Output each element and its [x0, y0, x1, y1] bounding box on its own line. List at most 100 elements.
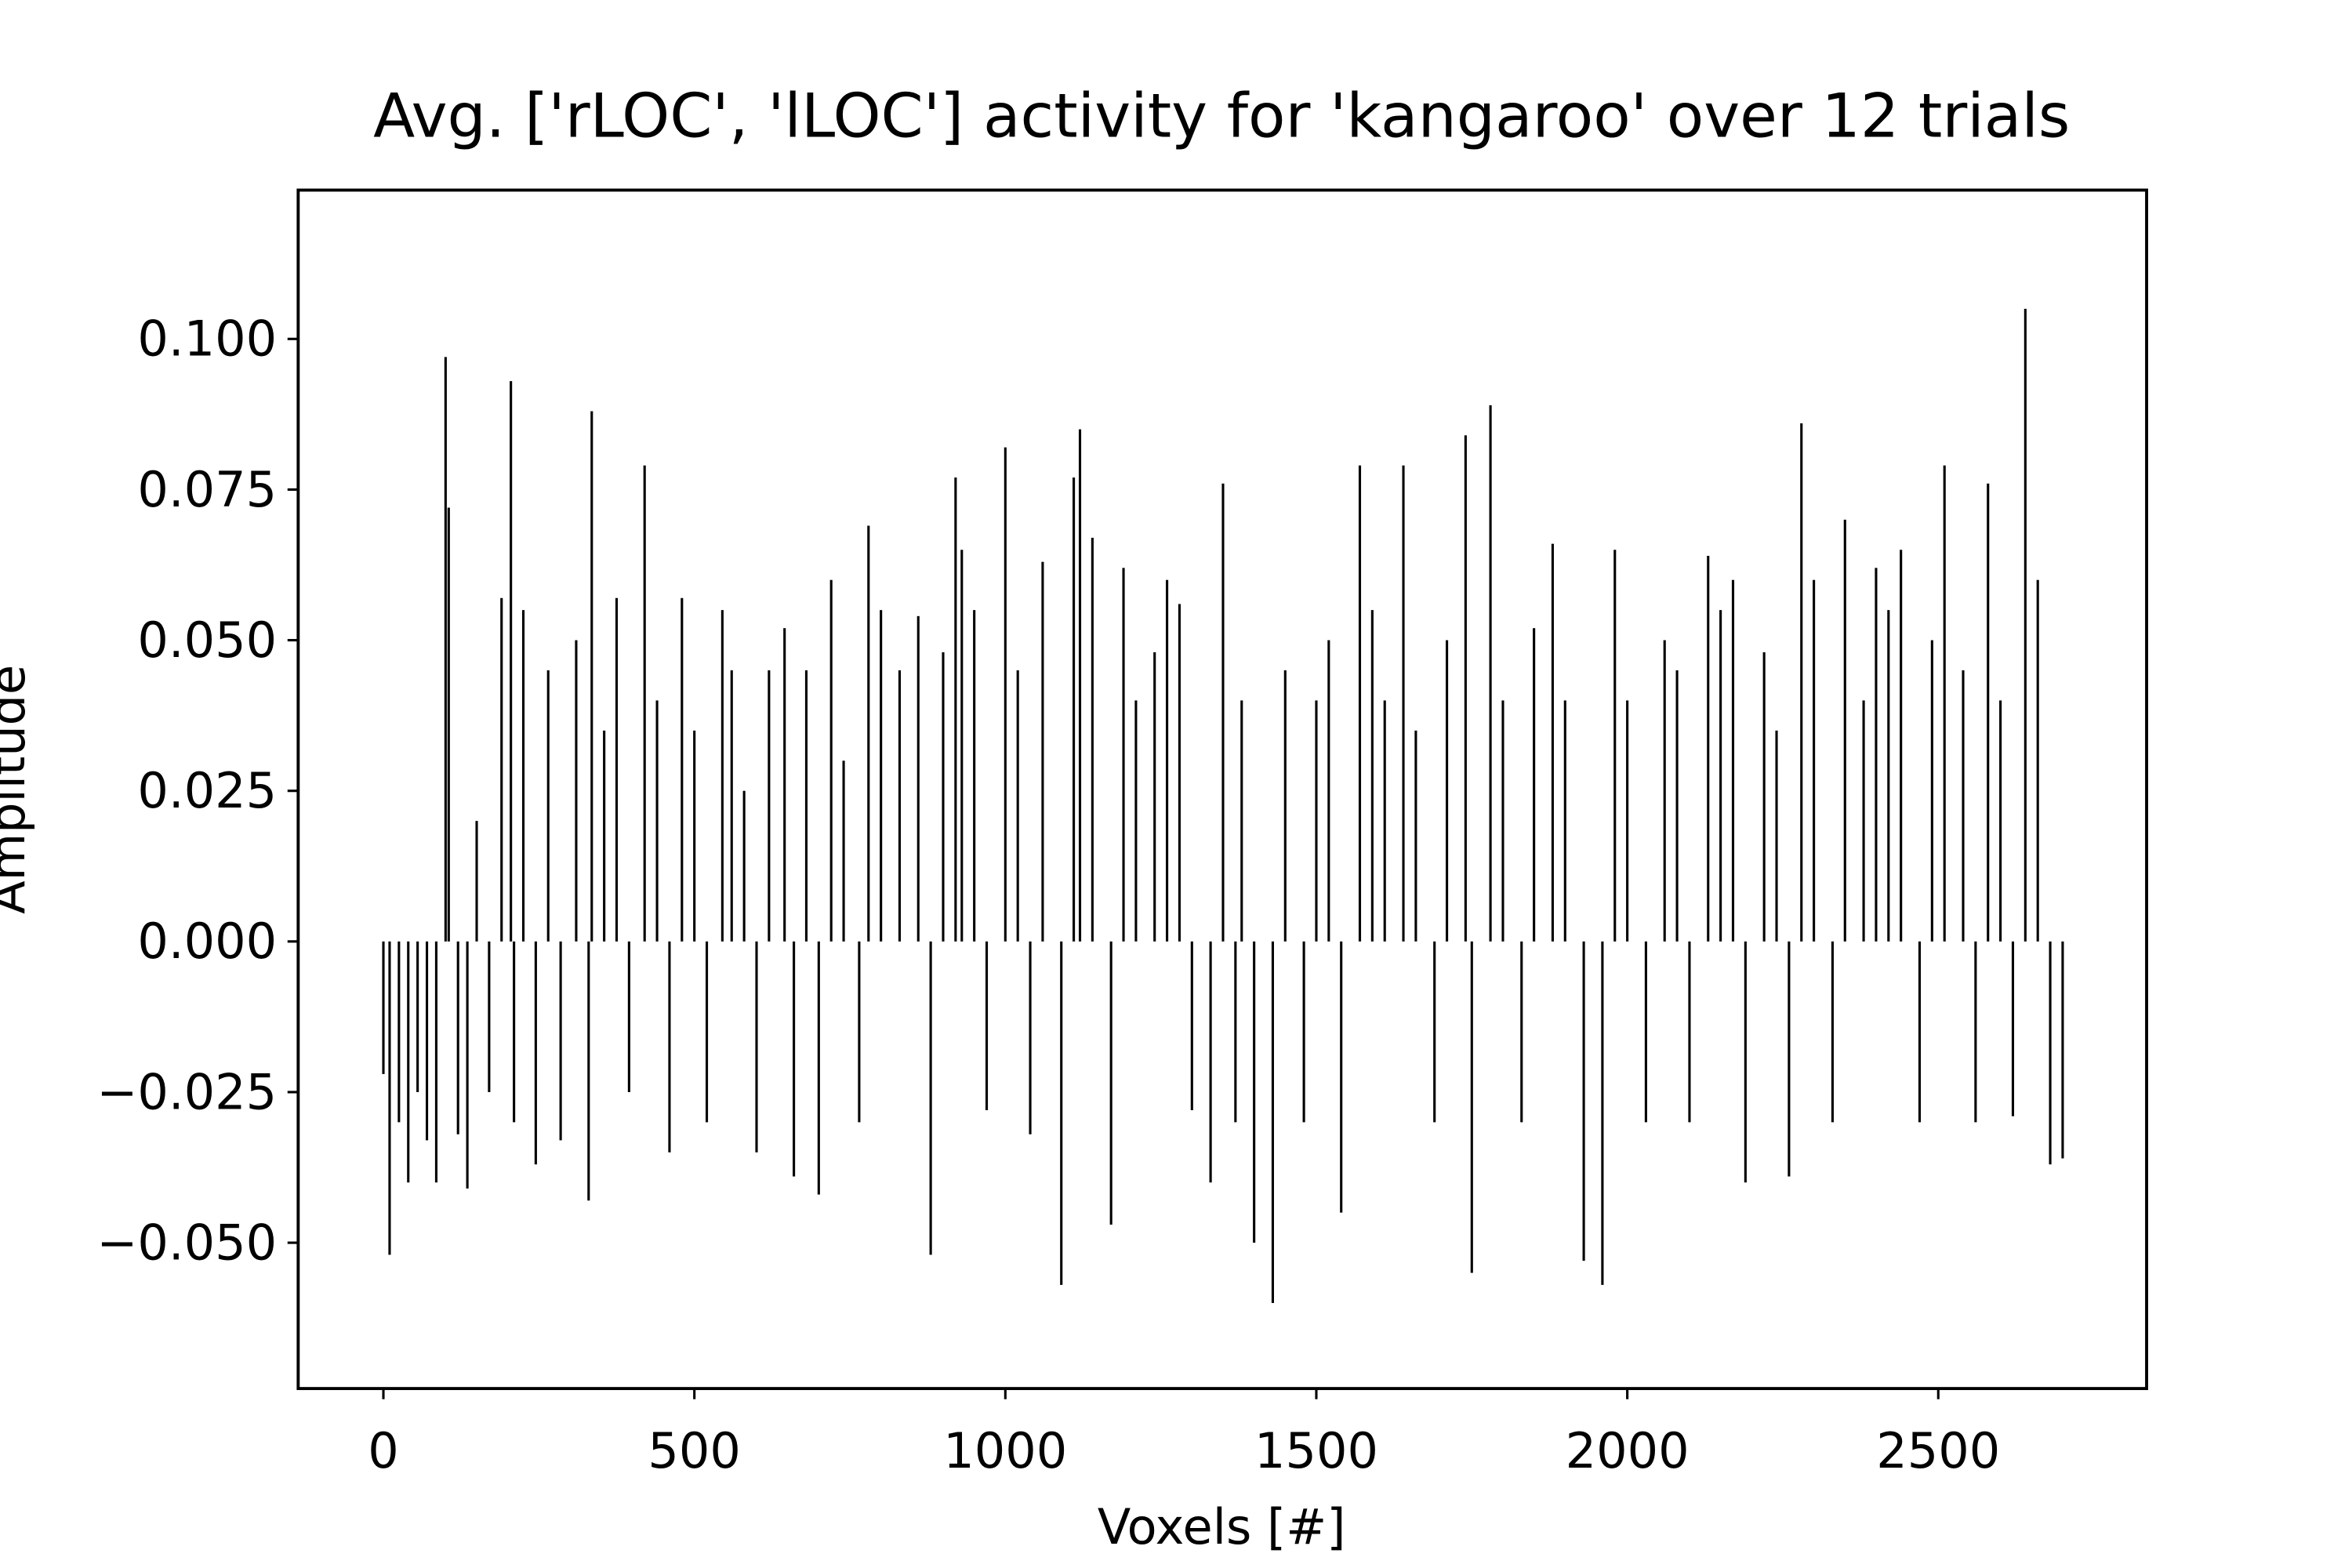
- bar: [1134, 700, 1138, 942]
- bar: [1974, 941, 1977, 1123]
- bar: [1470, 941, 1473, 1273]
- bar: [1775, 730, 1778, 942]
- bar: [1109, 941, 1112, 1225]
- bar: [407, 941, 410, 1183]
- bar: [742, 790, 746, 942]
- bar: [1744, 941, 1747, 1183]
- bar: [954, 477, 957, 942]
- bar: [1987, 483, 1990, 942]
- bar: [1800, 423, 1803, 942]
- bar: [546, 670, 550, 942]
- bar: [1383, 700, 1386, 942]
- bar: [916, 615, 920, 942]
- bar: [1370, 610, 1374, 942]
- bar: [1489, 405, 1492, 942]
- bar: [456, 941, 459, 1134]
- bar: [2049, 941, 2052, 1165]
- bar: [1190, 941, 1193, 1111]
- y-tick-label: −0.025: [96, 1063, 277, 1120]
- bar: [1582, 941, 1585, 1261]
- bar: [1707, 555, 1710, 942]
- bar: [1016, 670, 1019, 942]
- bar: [1041, 561, 1044, 942]
- bar: [513, 941, 516, 1123]
- bar: [434, 941, 438, 1183]
- bar: [2061, 941, 2064, 1159]
- bar: [1234, 941, 1237, 1123]
- bar: [1688, 941, 1691, 1123]
- bar: [1315, 700, 1318, 942]
- y-tick-label: 0.000: [137, 913, 277, 970]
- bar: [590, 411, 593, 942]
- bar: [681, 597, 684, 942]
- bar: [768, 670, 771, 942]
- y-tick-label: 0.075: [137, 461, 277, 518]
- bar: [1091, 537, 1094, 942]
- bar: [1253, 941, 1256, 1243]
- bar: [2036, 579, 2039, 942]
- bar: [575, 640, 578, 942]
- bar: [500, 597, 503, 942]
- bar: [1613, 550, 1617, 942]
- bar: [730, 670, 733, 942]
- bar: [1601, 941, 1604, 1285]
- chart-title: Avg. ['rLOC', 'lLOC'] activity for 'kang…: [373, 82, 2070, 152]
- bar: [388, 941, 391, 1255]
- bar: [1501, 700, 1504, 942]
- bar: [1122, 568, 1125, 942]
- x-tick-label: 1500: [1254, 1422, 1378, 1479]
- bar: [1283, 670, 1287, 942]
- bar: [1533, 628, 1536, 942]
- bar: [985, 941, 989, 1111]
- bar: [444, 357, 447, 942]
- bar: [793, 941, 796, 1177]
- bar: [1029, 941, 1032, 1134]
- y-tick-label: −0.050: [96, 1214, 277, 1271]
- bar: [1900, 550, 1903, 942]
- bar: [643, 465, 646, 942]
- bar: [880, 610, 883, 942]
- bar: [942, 652, 945, 942]
- bar: [720, 610, 724, 942]
- bar: [804, 670, 808, 942]
- bar: [397, 941, 401, 1123]
- bar: [534, 941, 537, 1165]
- plot-area: [382, 308, 2064, 1303]
- bar: [755, 941, 758, 1152]
- bar: [521, 610, 525, 942]
- y-tick-label: 0.050: [137, 612, 277, 669]
- bar: [817, 941, 820, 1195]
- bar: [705, 941, 709, 1123]
- bar: [1433, 941, 1436, 1123]
- bar: [929, 941, 932, 1255]
- x-tick-label: 1000: [943, 1422, 1067, 1479]
- bar: [1943, 465, 1946, 942]
- y-axis-label: Amplitude: [0, 665, 36, 914]
- bar: [1446, 640, 1449, 942]
- bar: [466, 941, 469, 1189]
- bar: [1327, 640, 1330, 942]
- bar: [447, 507, 450, 942]
- bar: [1762, 652, 1766, 942]
- bar: [382, 941, 385, 1074]
- bar: [1843, 519, 1846, 942]
- bar: [488, 941, 491, 1092]
- bar: [1414, 730, 1417, 942]
- bar: [1166, 579, 1169, 942]
- y-tick-label: 0.100: [137, 310, 277, 368]
- x-tick-label: 0: [368, 1422, 399, 1479]
- bar: [1358, 465, 1362, 942]
- bar: [1788, 941, 1791, 1177]
- bar: [1930, 640, 1933, 942]
- bar: [1719, 610, 1722, 942]
- bar: [1862, 700, 1865, 942]
- bar: [1813, 579, 1816, 942]
- bar: [858, 941, 861, 1123]
- bar: [627, 941, 630, 1092]
- bar: [1831, 941, 1834, 1123]
- x-tick-label: 2000: [1566, 1422, 1690, 1479]
- bar: [1078, 429, 1082, 942]
- bar: [1302, 941, 1305, 1123]
- bar: [1221, 483, 1225, 942]
